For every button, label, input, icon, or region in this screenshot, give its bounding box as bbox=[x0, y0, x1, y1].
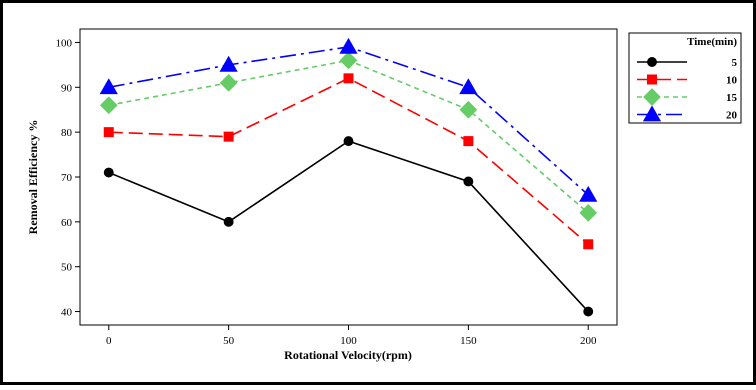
y-tick-label: 60 bbox=[61, 217, 73, 229]
square-marker bbox=[343, 73, 354, 84]
legend-label: 20 bbox=[726, 110, 738, 122]
legend-label: 15 bbox=[726, 92, 738, 104]
circle-marker bbox=[343, 136, 354, 147]
y-tick-label: 80 bbox=[61, 127, 73, 139]
square-marker bbox=[647, 74, 657, 85]
circle-marker bbox=[583, 306, 594, 317]
triangle-marker bbox=[99, 78, 118, 95]
x-axis: 0 50 100 150 200 bbox=[106, 325, 597, 347]
diamond-marker bbox=[579, 204, 598, 222]
legend-item-15: 15 bbox=[637, 88, 738, 106]
y-axis: 40 50 60 70 80 90 100 bbox=[56, 37, 80, 319]
diamond-marker bbox=[219, 73, 238, 92]
diamond-marker bbox=[99, 96, 118, 115]
legend-label: 5 bbox=[732, 57, 738, 69]
triangle-marker bbox=[579, 185, 598, 202]
legend-label: 10 bbox=[726, 75, 738, 87]
diamond-marker bbox=[643, 88, 661, 106]
y-tick-label: 100 bbox=[56, 37, 73, 49]
legend-item-10: 10 bbox=[637, 74, 738, 87]
legend-items: 5 10 15 20 bbox=[637, 57, 738, 122]
legend-item-5: 5 bbox=[637, 57, 738, 69]
x-tick-label: 150 bbox=[460, 335, 477, 347]
circle-marker bbox=[103, 167, 114, 178]
legend: Time(min) 5 10 15 20 bbox=[628, 32, 742, 124]
series-15 bbox=[99, 51, 598, 222]
y-tick-label: 70 bbox=[61, 172, 73, 184]
circle-marker bbox=[647, 57, 657, 67]
x-tick-label: 200 bbox=[580, 335, 597, 347]
y-tick-label: 40 bbox=[61, 307, 73, 319]
square-marker bbox=[223, 131, 234, 142]
square-marker bbox=[103, 127, 114, 138]
y-tick-label: 90 bbox=[61, 82, 73, 94]
triangle-marker bbox=[642, 105, 662, 122]
series-20 bbox=[99, 37, 598, 202]
diamond-marker bbox=[459, 100, 478, 119]
series-10 bbox=[103, 73, 594, 250]
x-tick-label: 50 bbox=[223, 335, 235, 347]
diamond-marker bbox=[339, 51, 358, 70]
legend-title: Time(min) bbox=[687, 36, 737, 48]
triangle-marker bbox=[339, 37, 358, 54]
circle-marker bbox=[463, 176, 474, 187]
triangle-marker bbox=[219, 55, 238, 72]
y-tick-label: 50 bbox=[61, 262, 73, 274]
x-tick-label: 100 bbox=[340, 335, 357, 347]
series-5 bbox=[103, 136, 594, 317]
y-axis-label: Removal Efficiency % bbox=[26, 120, 40, 235]
triangle-marker bbox=[459, 78, 478, 95]
square-marker bbox=[583, 239, 594, 250]
square-marker bbox=[463, 136, 474, 147]
x-tick-label: 0 bbox=[106, 335, 112, 347]
legend-item-20: 20 bbox=[637, 105, 738, 122]
series-layer bbox=[99, 37, 598, 317]
circle-marker bbox=[223, 216, 234, 227]
x-axis-label: Rotational Velocity(rpm) bbox=[284, 348, 412, 362]
